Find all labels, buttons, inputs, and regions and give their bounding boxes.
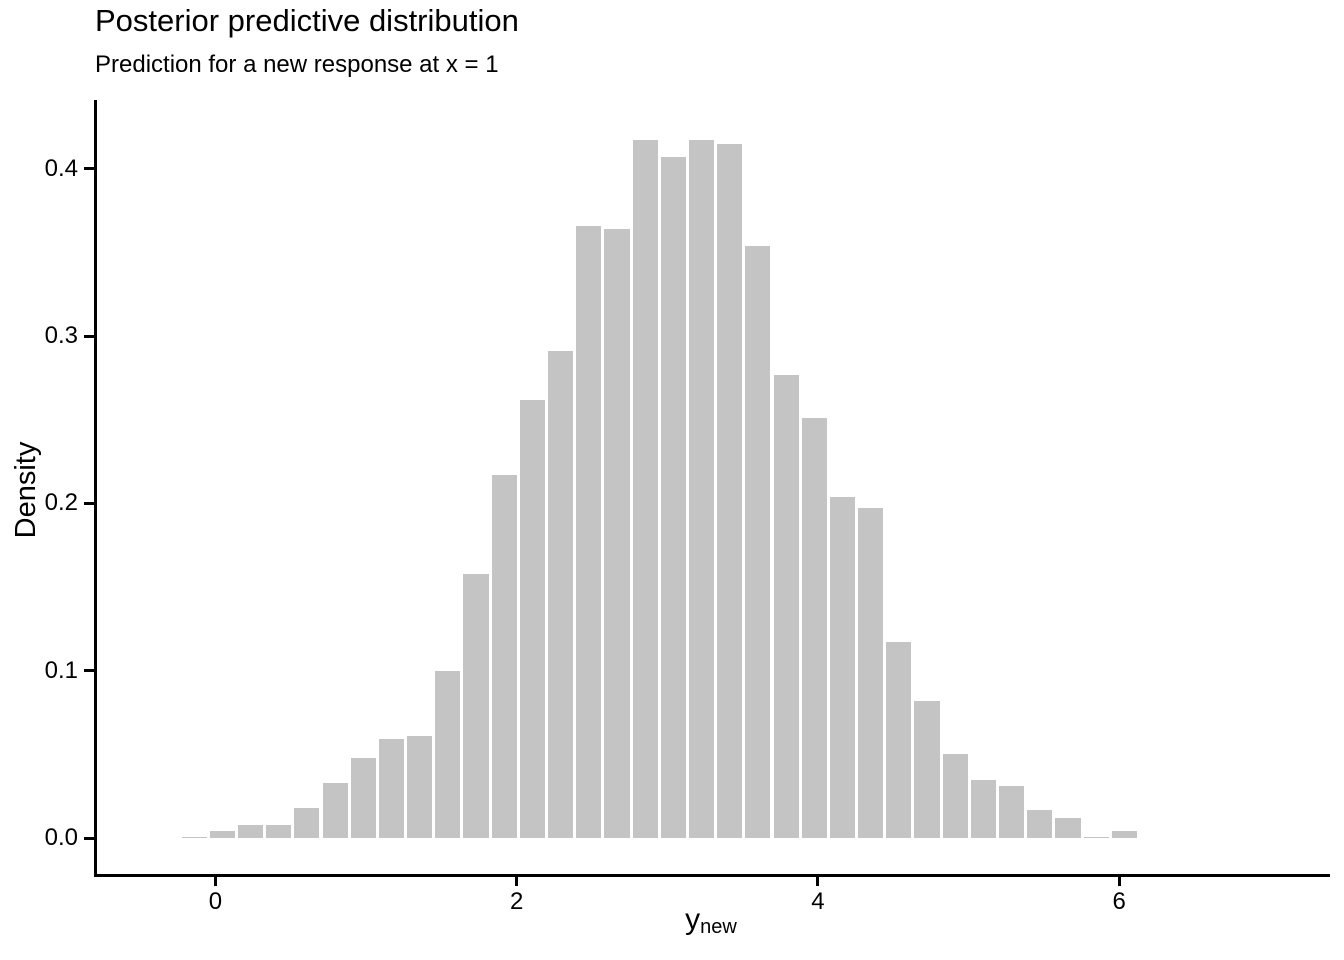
histogram-bar (378, 739, 405, 839)
histogram-bar (463, 573, 489, 839)
histogram-bar (435, 670, 461, 839)
histogram-bar (886, 642, 912, 839)
histogram-bar (688, 140, 715, 839)
y-tick-label: 0.2 (44, 489, 78, 517)
x-axis-title-subscript: new (700, 916, 737, 938)
histogram-bar (322, 782, 348, 839)
x-tick-label: 0 (208, 888, 223, 915)
histogram-bar (970, 779, 996, 839)
histogram-bar (942, 754, 968, 839)
histogram-bar (350, 757, 376, 839)
histogram-bar (237, 824, 264, 839)
histogram-bar (1027, 809, 1053, 839)
histogram-bar (1083, 836, 1109, 839)
histogram-bar (801, 418, 827, 839)
x-tick-label: 2 (510, 888, 524, 915)
x-tick-mark (1117, 876, 1121, 886)
chart-subtitle: Prediction for a new response at x = 1 (95, 51, 499, 78)
histogram-bar (858, 508, 884, 839)
y-tick-label: 0.4 (44, 154, 78, 182)
histogram-bar (914, 700, 940, 839)
histogram-bar (266, 824, 292, 839)
y-tick-mark (84, 501, 94, 505)
x-axis-line (93, 873, 1330, 877)
histogram-bar (294, 808, 320, 839)
y-tick-mark (84, 334, 94, 338)
x-tick-mark (213, 876, 217, 886)
histogram-bar (181, 836, 207, 839)
histogram-bar (491, 474, 517, 839)
histogram-bar (773, 374, 799, 839)
histogram-bar (632, 140, 658, 839)
x-tick-label: 6 (1112, 888, 1126, 915)
histogram-bar (660, 156, 686, 839)
x-tick-label: 4 (811, 888, 825, 915)
y-tick-label: 0.1 (44, 656, 78, 684)
histogram-bar (576, 225, 602, 839)
histogram-bar (1055, 818, 1081, 839)
y-tick-label: 0.3 (44, 322, 78, 349)
x-tick-mark (515, 876, 519, 886)
y-tick-label: 0.0 (44, 824, 78, 852)
x-tick-mark (816, 876, 820, 886)
histogram-bar (519, 399, 545, 839)
histogram-bar (745, 245, 771, 839)
histogram-bar (717, 143, 743, 839)
histogram-bar (604, 228, 630, 839)
histogram-bar (999, 786, 1025, 839)
chart-title: Posterior predictive distribution (95, 3, 519, 38)
histogram-bar (829, 496, 856, 839)
histogram-bar (548, 351, 574, 839)
y-tick-mark (84, 167, 94, 171)
histogram-bar (209, 831, 235, 839)
x-axis-title: ynew (611, 903, 811, 938)
y-tick-mark (84, 836, 94, 840)
y-axis-line (93, 100, 97, 877)
histogram-bar (1111, 831, 1137, 839)
histogram-bar (407, 736, 433, 839)
x-axis-title-base: y (685, 903, 701, 936)
y-tick-mark (84, 669, 94, 673)
